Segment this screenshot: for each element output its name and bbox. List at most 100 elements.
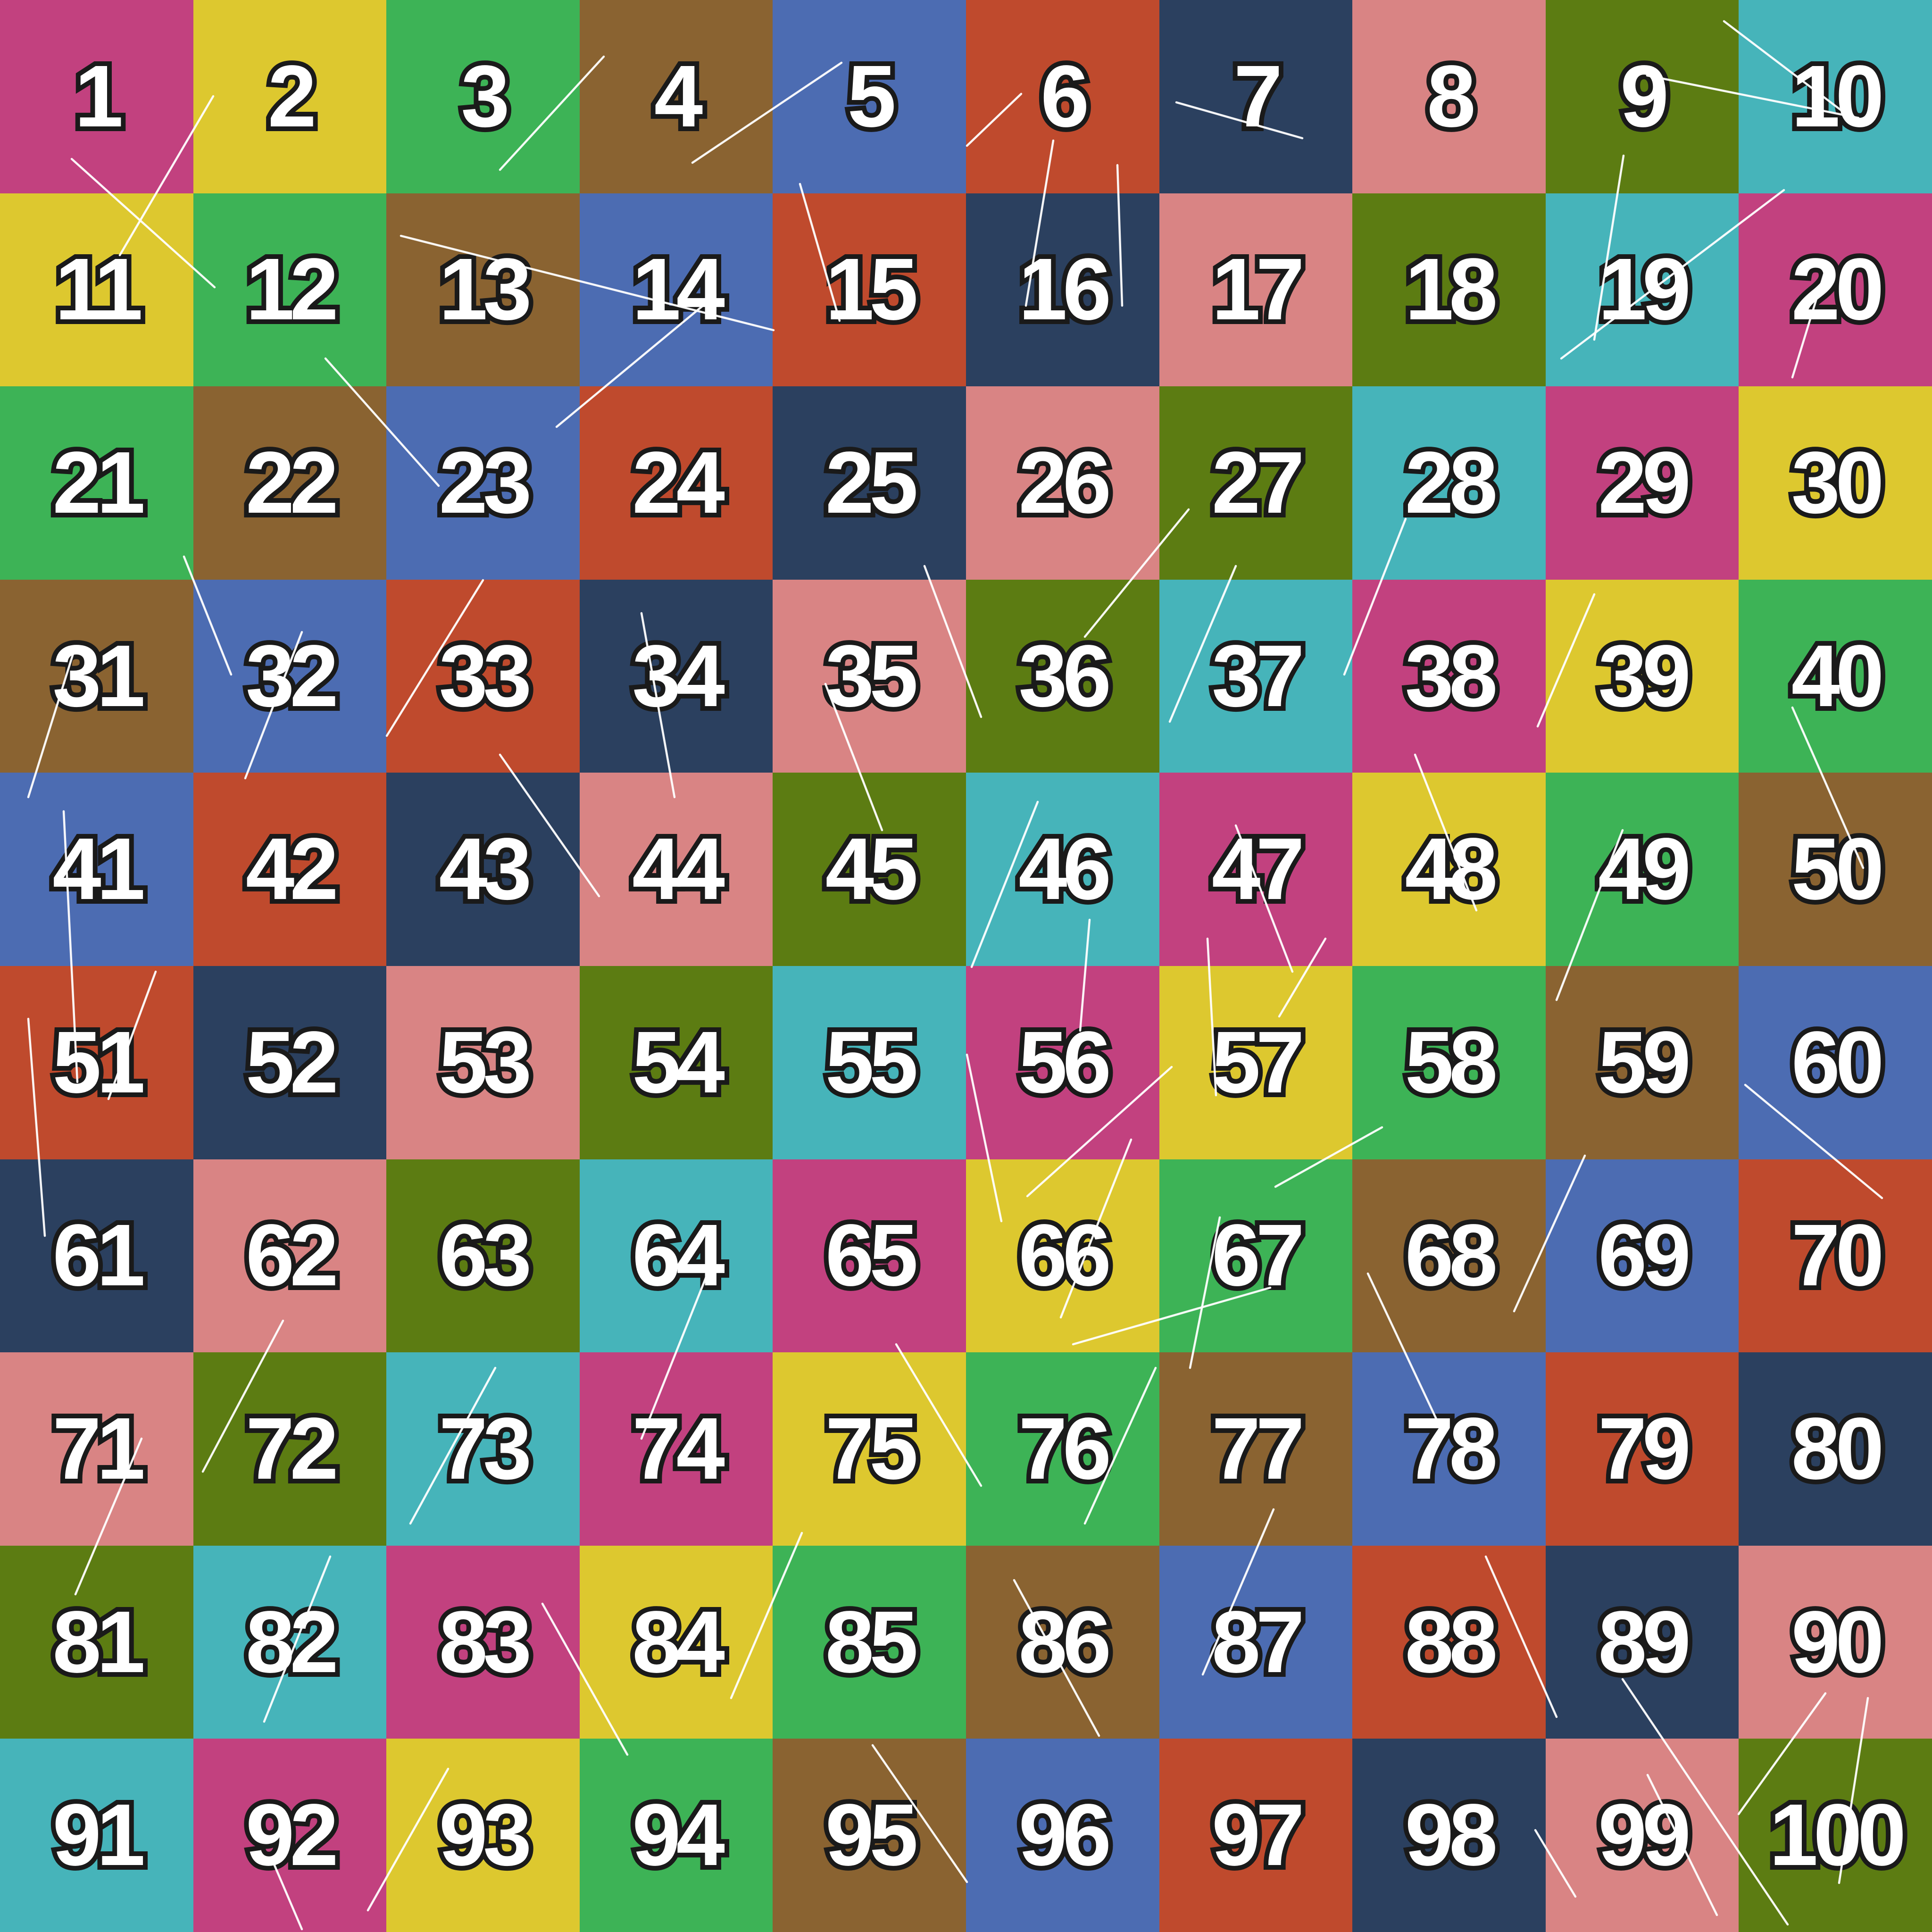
grid-cell-88[interactable]: 88 bbox=[1352, 1545, 1546, 1739]
grid-cell-26[interactable]: 26 bbox=[966, 386, 1159, 580]
grid-cell-74[interactable]: 74 bbox=[579, 1352, 773, 1546]
grid-cell-94[interactable]: 94 bbox=[579, 1739, 773, 1932]
grid-cell-71[interactable]: 71 bbox=[0, 1352, 193, 1546]
grid-cell-6[interactable]: 6 bbox=[966, 0, 1159, 193]
grid-cell-60[interactable]: 60 bbox=[1739, 966, 1932, 1159]
grid-cell-32[interactable]: 32 bbox=[193, 579, 387, 773]
grid-cell-13[interactable]: 13 bbox=[386, 193, 580, 387]
grid-cell-33[interactable]: 33 bbox=[386, 579, 580, 773]
grid-cell-1[interactable]: 1 bbox=[0, 0, 193, 193]
grid-cell-65[interactable]: 65 bbox=[773, 1159, 966, 1353]
grid-cell-58[interactable]: 58 bbox=[1352, 966, 1546, 1159]
grid-cell-37[interactable]: 37 bbox=[1159, 579, 1353, 773]
grid-cell-43[interactable]: 43 bbox=[386, 773, 580, 966]
grid-cell-46[interactable]: 46 bbox=[966, 773, 1159, 966]
grid-cell-91[interactable]: 91 bbox=[0, 1739, 193, 1932]
grid-cell-20[interactable]: 20 bbox=[1739, 193, 1932, 387]
grid-cell-75[interactable]: 75 bbox=[773, 1352, 966, 1546]
grid-cell-72[interactable]: 72 bbox=[193, 1352, 387, 1546]
grid-cell-70[interactable]: 70 bbox=[1739, 1159, 1932, 1353]
grid-cell-62[interactable]: 62 bbox=[193, 1159, 387, 1353]
grid-cell-23[interactable]: 23 bbox=[386, 386, 580, 580]
grid-cell-8[interactable]: 8 bbox=[1352, 0, 1546, 193]
grid-cell-12[interactable]: 12 bbox=[193, 193, 387, 387]
grid-cell-80[interactable]: 80 bbox=[1739, 1352, 1932, 1546]
grid-cell-100[interactable]: 100 bbox=[1739, 1739, 1932, 1932]
grid-cell-16[interactable]: 16 bbox=[966, 193, 1159, 387]
grid-cell-4[interactable]: 4 bbox=[579, 0, 773, 193]
grid-cell-54[interactable]: 54 bbox=[579, 966, 773, 1159]
grid-cell-34[interactable]: 34 bbox=[579, 579, 773, 773]
grid-cell-73[interactable]: 73 bbox=[386, 1352, 580, 1546]
grid-cell-31[interactable]: 31 bbox=[0, 579, 193, 773]
grid-cell-59[interactable]: 59 bbox=[1545, 966, 1739, 1159]
grid-cell-55[interactable]: 55 bbox=[773, 966, 966, 1159]
grid-cell-24[interactable]: 24 bbox=[579, 386, 773, 580]
grid-cell-77[interactable]: 77 bbox=[1159, 1352, 1353, 1546]
grid-cell-61[interactable]: 61 bbox=[0, 1159, 193, 1353]
grid-cell-21[interactable]: 21 bbox=[0, 386, 193, 580]
grid-cell-38[interactable]: 38 bbox=[1352, 579, 1546, 773]
grid-cell-53[interactable]: 53 bbox=[386, 966, 580, 1159]
grid-cell-10[interactable]: 10 bbox=[1739, 0, 1932, 193]
grid-cell-17[interactable]: 17 bbox=[1159, 193, 1353, 387]
grid-cell-22[interactable]: 22 bbox=[193, 386, 387, 580]
grid-cell-28[interactable]: 28 bbox=[1352, 386, 1546, 580]
grid-cell-39[interactable]: 39 bbox=[1545, 579, 1739, 773]
grid-cell-5[interactable]: 5 bbox=[773, 0, 966, 193]
grid-cell-56[interactable]: 56 bbox=[966, 966, 1159, 1159]
grid-cell-52[interactable]: 52 bbox=[193, 966, 387, 1159]
grid-cell-41[interactable]: 41 bbox=[0, 773, 193, 966]
grid-cell-14[interactable]: 14 bbox=[579, 193, 773, 387]
grid-cell-29[interactable]: 29 bbox=[1545, 386, 1739, 580]
grid-cell-7[interactable]: 7 bbox=[1159, 0, 1353, 193]
grid-cell-66[interactable]: 66 bbox=[966, 1159, 1159, 1353]
grid-cell-18[interactable]: 18 bbox=[1352, 193, 1546, 387]
grid-cell-57[interactable]: 57 bbox=[1159, 966, 1353, 1159]
grid-cell-86[interactable]: 86 bbox=[966, 1545, 1159, 1739]
grid-cell-25[interactable]: 25 bbox=[773, 386, 966, 580]
grid-cell-93[interactable]: 93 bbox=[386, 1739, 580, 1932]
grid-cell-44[interactable]: 44 bbox=[579, 773, 773, 966]
grid-cell-69[interactable]: 69 bbox=[1545, 1159, 1739, 1353]
grid-cell-63[interactable]: 63 bbox=[386, 1159, 580, 1353]
grid-cell-96[interactable]: 96 bbox=[966, 1739, 1159, 1932]
grid-cell-50[interactable]: 50 bbox=[1739, 773, 1932, 966]
grid-cell-35[interactable]: 35 bbox=[773, 579, 966, 773]
grid-cell-99[interactable]: 99 bbox=[1545, 1739, 1739, 1932]
grid-cell-40[interactable]: 40 bbox=[1739, 579, 1932, 773]
grid-cell-98[interactable]: 98 bbox=[1352, 1739, 1546, 1932]
grid-cell-2[interactable]: 2 bbox=[193, 0, 387, 193]
grid-cell-90[interactable]: 90 bbox=[1739, 1545, 1932, 1739]
grid-cell-82[interactable]: 82 bbox=[193, 1545, 387, 1739]
grid-cell-92[interactable]: 92 bbox=[193, 1739, 387, 1932]
grid-cell-45[interactable]: 45 bbox=[773, 773, 966, 966]
grid-cell-97[interactable]: 97 bbox=[1159, 1739, 1353, 1932]
grid-cell-78[interactable]: 78 bbox=[1352, 1352, 1546, 1546]
grid-cell-84[interactable]: 84 bbox=[579, 1545, 773, 1739]
grid-cell-64[interactable]: 64 bbox=[579, 1159, 773, 1353]
grid-cell-83[interactable]: 83 bbox=[386, 1545, 580, 1739]
grid-cell-51[interactable]: 51 bbox=[0, 966, 193, 1159]
grid-cell-76[interactable]: 76 bbox=[966, 1352, 1159, 1546]
grid-cell-15[interactable]: 15 bbox=[773, 193, 966, 387]
grid-cell-42[interactable]: 42 bbox=[193, 773, 387, 966]
grid-cell-36[interactable]: 36 bbox=[966, 579, 1159, 773]
grid-cell-79[interactable]: 79 bbox=[1545, 1352, 1739, 1546]
grid-cell-68[interactable]: 68 bbox=[1352, 1159, 1546, 1353]
grid-cell-3[interactable]: 3 bbox=[386, 0, 580, 193]
grid-cell-85[interactable]: 85 bbox=[773, 1545, 966, 1739]
grid-cell-11[interactable]: 11 bbox=[0, 193, 193, 387]
grid-cell-48[interactable]: 48 bbox=[1352, 773, 1546, 966]
grid-cell-67[interactable]: 67 bbox=[1159, 1159, 1353, 1353]
grid-cell-30[interactable]: 30 bbox=[1739, 386, 1932, 580]
grid-cell-47[interactable]: 47 bbox=[1159, 773, 1353, 966]
grid-cell-27[interactable]: 27 bbox=[1159, 386, 1353, 580]
grid-cell-19[interactable]: 19 bbox=[1545, 193, 1739, 387]
grid-cell-87[interactable]: 87 bbox=[1159, 1545, 1353, 1739]
grid-cell-89[interactable]: 89 bbox=[1545, 1545, 1739, 1739]
grid-cell-49[interactable]: 49 bbox=[1545, 773, 1739, 966]
grid-cell-95[interactable]: 95 bbox=[773, 1739, 966, 1932]
grid-cell-81[interactable]: 81 bbox=[0, 1545, 193, 1739]
grid-cell-9[interactable]: 9 bbox=[1545, 0, 1739, 193]
